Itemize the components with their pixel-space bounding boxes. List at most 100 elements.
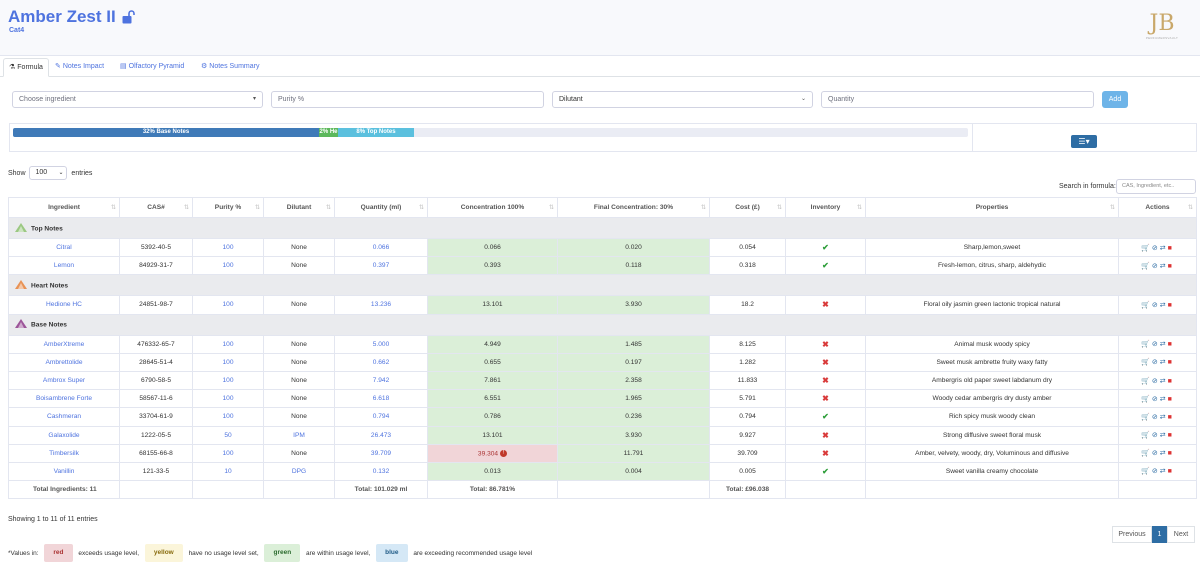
quantity-input[interactable]: Quantity [821,91,1094,108]
replace-icon[interactable]: ⇄ [1159,377,1168,385]
exclude-icon[interactable]: ⊘ [1151,395,1160,403]
purity-cell[interactable]: 100 [192,295,264,315]
replace-icon[interactable]: ⇄ [1159,468,1168,476]
purity-cell[interactable]: 10 [192,461,264,482]
dilutant-cell[interactable]: None [263,443,335,463]
exclude-icon[interactable]: ⊘ [1151,359,1160,367]
quantity-cell[interactable]: 0.132 [334,461,428,482]
col-ingredient[interactable]: Ingredient ⇅ [8,197,120,218]
trash-icon[interactable]: ■ [1167,341,1174,349]
exclude-icon[interactable]: ⊘ [1151,377,1160,385]
quantity-cell[interactable]: 0.794 [334,407,428,427]
dilutant-cell[interactable]: None [263,407,335,427]
ingredient-link[interactable]: Citral [8,237,120,258]
ingredient-link[interactable]: Vanillin [8,461,120,482]
tab-notes-impact[interactable]: ✎ Notes Impact [55,63,105,70]
next-page-button[interactable]: Next [1167,526,1195,543]
ingredient-link[interactable]: Cashmeran [8,407,120,427]
ingredient-link[interactable]: Galaxolide [8,425,120,445]
quantity-cell[interactable]: 0.662 [334,352,428,372]
col-cost[interactable]: Cost (£) ⇅ [709,197,786,218]
replace-icon[interactable]: ⇄ [1159,395,1168,403]
trash-icon[interactable]: ■ [1167,395,1174,403]
quantity-cell[interactable]: 0.066 [334,237,428,258]
trash-icon[interactable]: ■ [1167,301,1174,309]
dilutant-cell[interactable]: None [263,237,335,258]
quantity-cell[interactable]: 39.709 [334,443,428,463]
trash-icon[interactable]: ■ [1167,413,1174,421]
col-concentration[interactable]: Concentration 100% ⇅ [427,197,558,218]
ingredient-link[interactable]: Lemon [8,256,120,276]
dilutant-cell[interactable]: None [263,389,335,409]
cart-icon[interactable]: 🛒 [1141,395,1152,403]
cart-icon[interactable]: 🛒 [1141,413,1152,421]
trash-icon[interactable]: ■ [1167,377,1174,385]
cart-icon[interactable]: 🛒 [1141,262,1152,270]
quantity-cell[interactable]: 7.942 [334,370,428,391]
entries-select[interactable]: 100 ⌄ [29,166,68,180]
tab-olfactory-pyramid[interactable]: ▤ Olfactory Pyramid [120,63,185,70]
cart-icon[interactable]: 🛒 [1141,432,1152,440]
options-menu-button[interactable]: ☰▾ [1071,135,1097,148]
purity-cell[interactable]: 100 [192,334,264,354]
cart-icon[interactable]: 🛒 [1141,450,1152,458]
col-purity[interactable]: Purity % ⇅ [192,197,264,218]
add-ingredient-button[interactable]: Add [1102,91,1128,108]
exclude-icon[interactable]: ⊘ [1151,244,1160,252]
col-final-concentration[interactable]: Final Concentration: 30% ⇅ [557,197,710,218]
ingredient-select[interactable]: Choose ingredient ▾ [12,91,263,108]
ingredient-link[interactable]: Ambrettolide [8,352,120,372]
exclude-icon[interactable]: ⊘ [1151,301,1160,309]
purity-cell[interactable]: 100 [192,237,264,258]
purity-cell[interactable]: 100 [192,407,264,427]
dilutant-cell[interactable]: DPG [263,461,335,482]
ingredient-link[interactable]: Ambrox Super [8,370,120,391]
trash-icon[interactable]: ■ [1167,359,1174,367]
replace-icon[interactable]: ⇄ [1159,244,1168,252]
purity-cell[interactable]: 100 [192,352,264,372]
cart-icon[interactable]: 🛒 [1141,468,1152,476]
cart-icon[interactable]: 🛒 [1141,244,1152,252]
replace-icon[interactable]: ⇄ [1159,413,1168,421]
quantity-cell[interactable]: 26.473 [334,425,428,445]
trash-icon[interactable]: ■ [1167,244,1174,252]
previous-page-button[interactable]: Previous [1112,526,1152,543]
trash-icon[interactable]: ■ [1167,262,1174,270]
dilutant-cell[interactable]: None [263,352,335,372]
cart-icon[interactable]: 🛒 [1141,341,1152,349]
replace-icon[interactable]: ⇄ [1159,432,1168,440]
exclude-icon[interactable]: ⊘ [1151,450,1160,458]
replace-icon[interactable]: ⇄ [1159,301,1168,309]
dilutant-select[interactable]: Dilutant ⌄ [552,91,813,108]
purity-cell[interactable]: 100 [192,443,264,463]
replace-icon[interactable]: ⇄ [1159,262,1168,270]
purity-cell[interactable]: 100 [192,370,264,391]
col-quantity[interactable]: Quantity (ml) ⇅ [334,197,428,218]
col-properties[interactable]: Properties ⇅ [865,197,1119,218]
cart-icon[interactable]: 🛒 [1141,359,1152,367]
cart-icon[interactable]: 🛒 [1141,301,1152,309]
search-input[interactable]: CAS, Ingredient, etc.. [1116,179,1196,194]
quantity-cell[interactable]: 6.618 [334,389,428,409]
quantity-cell[interactable]: 5.000 [334,334,428,354]
purity-cell[interactable]: 100 [192,389,264,409]
purity-cell[interactable]: 50 [192,425,264,445]
info-icon[interactable]: ! [500,449,508,457]
col-cas[interactable]: CAS# ⇅ [119,197,193,218]
tab-formula[interactable]: ⚗ Formula [3,58,49,77]
trash-icon[interactable]: ■ [1167,450,1174,458]
unlock-icon[interactable] [122,9,136,29]
purity-cell[interactable]: 100 [192,256,264,276]
dilutant-cell[interactable]: None [263,370,335,391]
purity-input[interactable]: Purity % [271,91,544,108]
page-1-button[interactable]: 1 [1152,526,1167,543]
ingredient-link[interactable]: Hedione HC [8,295,120,315]
quantity-cell[interactable]: 13.236 [334,295,428,315]
tab-notes-summary[interactable]: ⚙ Notes Summary [201,63,260,70]
trash-icon[interactable]: ■ [1167,432,1174,440]
replace-icon[interactable]: ⇄ [1159,359,1168,367]
dilutant-cell[interactable]: None [263,334,335,354]
dilutant-cell[interactable]: IPM [263,425,335,445]
dilutant-cell[interactable]: None [263,256,335,276]
quantity-cell[interactable]: 0.397 [334,256,428,276]
